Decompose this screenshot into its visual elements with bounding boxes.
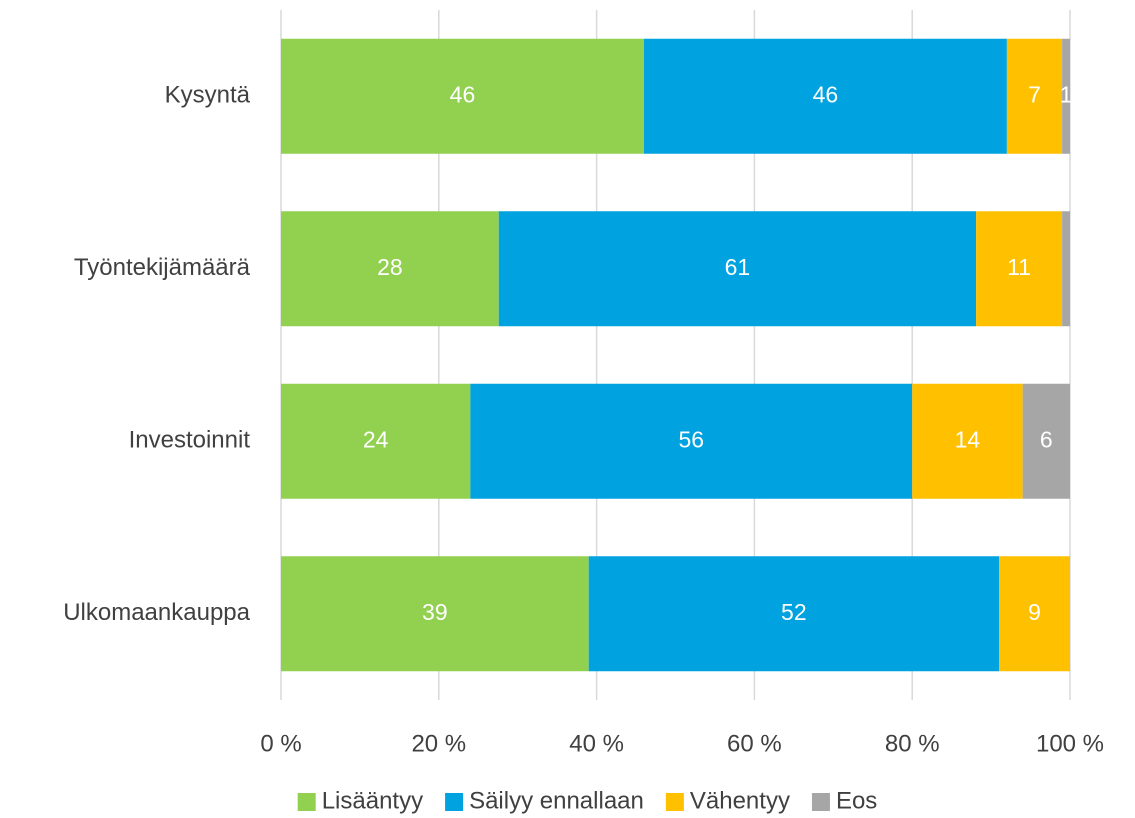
bar-segment [470,383,913,499]
x-tick-label: 20 % [411,730,466,757]
data-label: 39 [422,599,448,625]
data-label: 11 [1007,254,1031,280]
x-tick-label: 40 % [569,730,624,757]
bar-segment [498,211,977,327]
data-label: 1 [1060,81,1073,107]
legend-swatch [445,793,464,811]
x-tick-label: 0 % [260,730,301,757]
legend-swatch [297,793,316,811]
x-tick-label: 80 % [885,730,940,757]
bar-segment [281,38,644,154]
data-label: 14 [955,426,981,452]
bar-segment [643,38,1007,154]
bar-segment [1062,211,1070,327]
y-tick-label: Työntekijämäärä [74,254,251,281]
bar-segment [588,556,999,672]
bar-segment [912,383,1023,499]
data-label: 52 [781,599,807,625]
bar-segment [976,211,1063,327]
data-label: 6 [1040,426,1053,452]
legend-label: Lisääntyy [322,787,423,814]
data-label: 24 [363,426,389,452]
legend-swatch [811,793,830,811]
bar-segment [1062,38,1070,154]
legend-label: Vähentyy [690,787,790,814]
x-tick-label: 100 % [1036,730,1104,757]
data-label: 61 [725,254,751,280]
data-label: 56 [678,426,704,452]
bar-segment [998,556,1070,672]
y-tick-label: Kysyntä [165,82,251,109]
legend-label: Säilyy ennallaan [469,787,644,814]
legend: Lisääntyy Säilyy ennallaan Vähentyy Eos [297,787,877,814]
data-label: 46 [450,81,476,107]
bar-segment [1006,38,1063,154]
data-label: 46 [813,81,839,107]
legend-label: Eos [836,787,877,814]
data-label: 7 [1028,81,1041,107]
bar-segment [281,556,589,672]
data-label: 28 [377,254,403,280]
y-tick-label: Investoinnit [129,427,251,454]
data-label: 9 [1028,599,1041,625]
bar-segment [1022,383,1070,499]
bar-segment [281,383,471,499]
x-tick-label: 60 % [727,730,782,757]
y-tick-label: Ulkomaankauppa [63,599,250,626]
legend-swatch [665,793,684,811]
bar-segment [281,211,499,327]
